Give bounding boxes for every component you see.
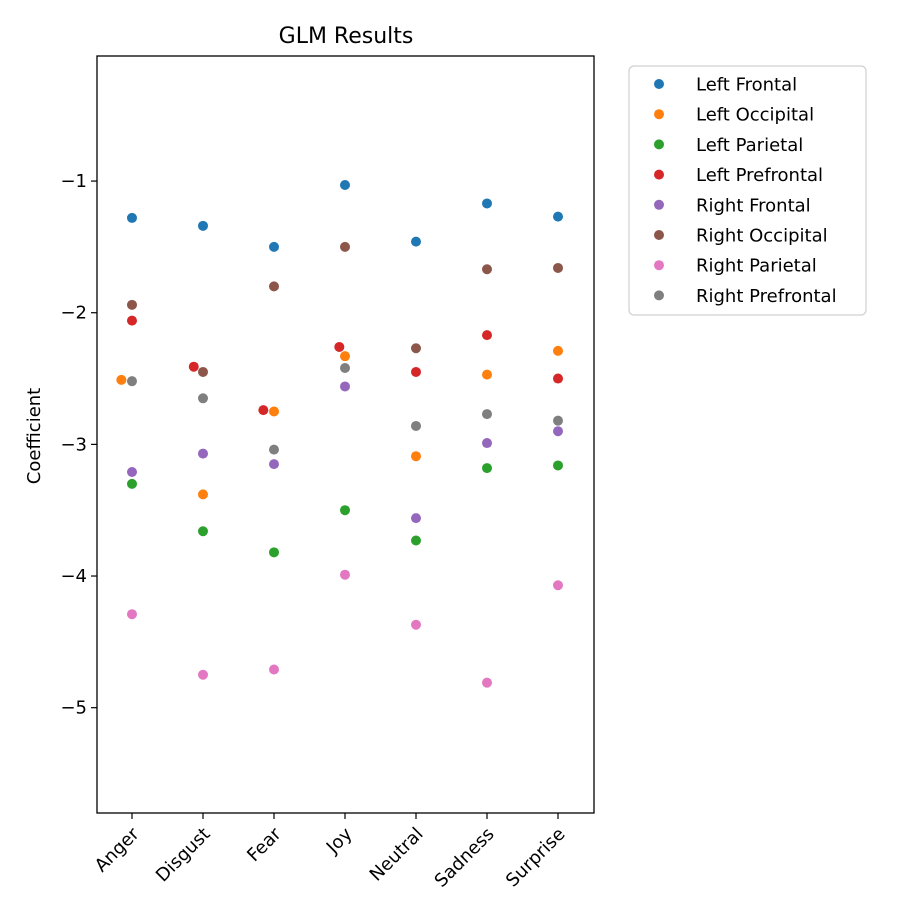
data-point bbox=[553, 345, 563, 356]
data-point bbox=[411, 343, 421, 354]
data-point bbox=[482, 330, 492, 341]
data-point bbox=[482, 409, 492, 420]
data-point bbox=[198, 220, 208, 231]
data-point bbox=[127, 478, 137, 489]
data-point bbox=[340, 569, 350, 580]
scatter-points bbox=[116, 180, 563, 688]
data-point bbox=[127, 315, 137, 326]
data-point bbox=[198, 448, 208, 459]
legend-marker bbox=[654, 290, 664, 301]
legend-marker bbox=[654, 169, 664, 180]
data-point bbox=[198, 489, 208, 500]
data-point bbox=[340, 351, 350, 362]
data-point bbox=[198, 526, 208, 537]
data-point bbox=[258, 405, 269, 416]
data-point bbox=[482, 369, 492, 380]
y-axis: −1 −2 −3 −4 −5 bbox=[60, 171, 97, 719]
legend-label: Left Prefrontal bbox=[696, 165, 823, 186]
data-point bbox=[553, 580, 563, 591]
legend-label: Left Parietal bbox=[696, 135, 803, 156]
y-tick-label: −2 bbox=[60, 303, 87, 324]
data-point bbox=[269, 406, 279, 417]
data-point bbox=[482, 438, 492, 449]
data-point bbox=[269, 459, 279, 470]
data-point bbox=[411, 619, 421, 630]
data-point bbox=[411, 366, 421, 377]
data-point bbox=[127, 376, 137, 387]
x-tick-label: Sadness bbox=[431, 824, 499, 892]
data-point bbox=[340, 363, 350, 374]
data-point bbox=[198, 669, 208, 680]
data-point bbox=[553, 211, 563, 222]
data-point bbox=[411, 420, 421, 431]
legend-label: Right Parietal bbox=[696, 256, 817, 277]
legend-box bbox=[628, 65, 867, 316]
data-point bbox=[411, 535, 421, 546]
x-tick-label: Anger bbox=[91, 823, 144, 876]
data-point bbox=[198, 366, 208, 377]
data-point bbox=[269, 547, 279, 558]
data-point bbox=[411, 451, 421, 462]
chart-title: GLM Results bbox=[279, 24, 414, 49]
legend-label: Left Occipital bbox=[696, 105, 814, 126]
data-point bbox=[553, 262, 563, 273]
data-point bbox=[553, 426, 563, 437]
legend-label: Right Prefrontal bbox=[696, 286, 837, 307]
data-point bbox=[116, 374, 127, 385]
legend-label: Left Frontal bbox=[696, 75, 797, 96]
data-point bbox=[482, 264, 492, 275]
x-tick-label: Joy bbox=[322, 823, 357, 858]
data-point bbox=[127, 467, 137, 478]
x-axis: Anger Disgust Fear Joy Neutral Sadness Surpris… bbox=[91, 813, 570, 892]
data-point bbox=[482, 677, 492, 688]
data-point bbox=[269, 664, 279, 675]
legend: Left Frontal Left Occipital Left Parietal L… bbox=[628, 65, 867, 316]
legend-marker bbox=[654, 260, 664, 271]
data-point bbox=[482, 198, 492, 209]
data-point bbox=[340, 241, 350, 252]
data-point bbox=[553, 415, 563, 426]
data-point bbox=[340, 381, 350, 392]
y-tick-label: −5 bbox=[60, 698, 87, 719]
y-axis-label: Coefficient bbox=[24, 388, 45, 485]
data-point bbox=[269, 241, 279, 252]
data-point bbox=[198, 393, 208, 404]
y-tick-label: −3 bbox=[60, 434, 87, 455]
x-tick-label: Neutral bbox=[366, 824, 428, 886]
legend-marker bbox=[654, 199, 664, 210]
y-tick-label: −4 bbox=[60, 566, 87, 587]
x-tick-label: Surprise bbox=[502, 824, 570, 892]
data-point bbox=[411, 236, 421, 247]
legend-marker bbox=[654, 109, 664, 120]
data-point bbox=[269, 444, 279, 455]
data-point bbox=[553, 373, 563, 384]
legend-marker bbox=[654, 230, 664, 240]
data-point bbox=[269, 281, 279, 292]
data-point bbox=[340, 180, 350, 191]
data-point bbox=[482, 463, 492, 474]
data-point bbox=[334, 341, 345, 352]
legend-label: Right Frontal bbox=[696, 195, 811, 216]
legend-marker bbox=[654, 139, 664, 150]
y-tick-label: −1 bbox=[60, 171, 87, 192]
data-point bbox=[553, 460, 563, 471]
data-point bbox=[127, 299, 137, 310]
data-point bbox=[411, 513, 421, 524]
x-tick-label: Fear bbox=[243, 823, 286, 866]
legend-label: Right Occipital bbox=[696, 226, 828, 247]
legend-marker bbox=[654, 79, 664, 89]
data-point bbox=[127, 609, 137, 620]
plot-frame bbox=[96, 55, 595, 814]
data-point bbox=[127, 212, 137, 223]
x-tick-label: Disgust bbox=[152, 824, 215, 887]
data-point bbox=[340, 505, 350, 516]
data-point bbox=[188, 361, 199, 372]
